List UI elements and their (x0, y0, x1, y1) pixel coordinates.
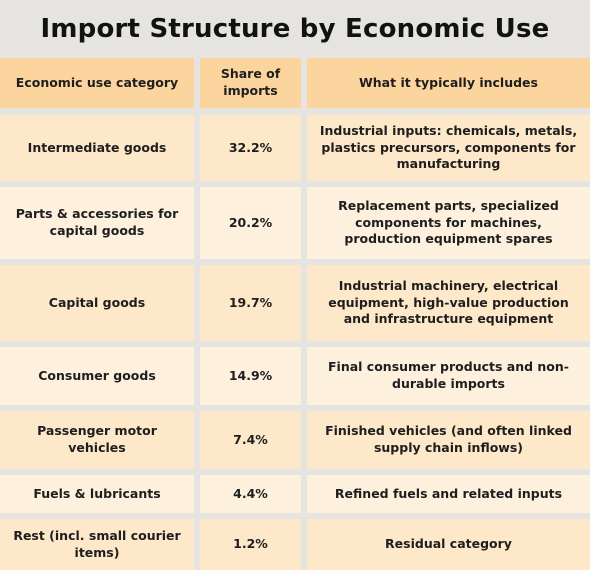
table-cell-share: 1.2% (200, 519, 301, 570)
column-header-includes: What it typically includes (307, 58, 590, 108)
table-cell-share: 19.7% (200, 265, 301, 341)
table-cell-share: 32.2% (200, 115, 301, 181)
table-cell-category: Rest (incl. small courier items) (0, 519, 194, 570)
table-cell-share: 14.9% (200, 347, 301, 405)
column-header-share: Share of imports (200, 58, 301, 108)
page-title: Import Structure by Economic Use (40, 14, 550, 44)
table-cell-category: Intermediate goods (0, 115, 194, 181)
table-cell-includes: Finished vehicles (and often linked supp… (307, 411, 590, 469)
table-cell-category: Fuels & lubricants (0, 475, 194, 513)
table-cell-includes: Industrial inputs: chemicals, metals, pl… (307, 115, 590, 181)
table-cell-share: 4.4% (200, 475, 301, 513)
table-cell-includes: Industrial machinery, electrical equipme… (307, 265, 590, 341)
table-cell-category: Passenger motor vehicles (0, 411, 194, 469)
table-cell-share: 7.4% (200, 411, 301, 469)
table-cell-includes: Final consumer products and non-durable … (307, 347, 590, 405)
table-cell-includes: Refined fuels and related inputs (307, 475, 590, 513)
table-cell-share: 20.2% (200, 187, 301, 259)
table-cell-category: Capital goods (0, 265, 194, 341)
table-cell-includes: Replacement parts, specialized component… (307, 187, 590, 259)
table-cell-includes: Residual category (307, 519, 590, 570)
table-cell-category: Parts & accessories for capital goods (0, 187, 194, 259)
table-cell-category: Consumer goods (0, 347, 194, 405)
column-header-category: Economic use category (0, 58, 194, 108)
